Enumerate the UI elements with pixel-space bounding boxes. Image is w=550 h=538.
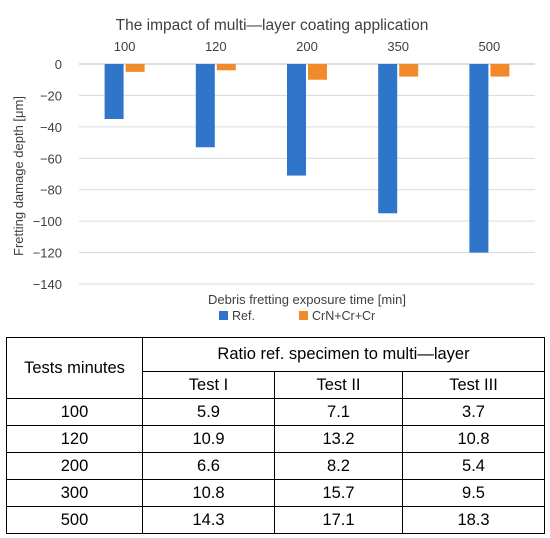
ratio-cell: 8.2	[274, 452, 403, 480]
x-tick-label: 500	[479, 39, 501, 54]
table-row: 200 6.6 8.2 5.4	[6, 452, 546, 480]
table-row: 300 10.8 15.7 9.5	[6, 479, 546, 507]
bar-crn-cr-cr	[216, 64, 236, 71]
x-tick-label: 120	[205, 39, 227, 54]
y-tick-label: −120	[33, 246, 62, 261]
row-header-cell: Tests minutes	[6, 337, 143, 399]
legend-swatch-crn	[299, 311, 308, 320]
y-tick-label: −40	[40, 120, 62, 135]
ratio-table: Tests minutes Ratio ref. specimen to mul…	[6, 337, 546, 534]
column-header-test-1: Test I	[142, 371, 275, 399]
y-tick-label: −60	[40, 151, 62, 166]
bar-crn-cr-cr	[399, 64, 419, 77]
ratio-cell: 9.5	[401, 479, 546, 507]
ratio-cell: 6.6	[142, 452, 275, 480]
y-tick-label: 0	[55, 57, 62, 72]
ratio-cell: 10.9	[142, 425, 275, 453]
x-axis-title: Debris fretting exposure time [min]	[208, 292, 406, 307]
ratio-cell: 10.8	[401, 425, 546, 453]
y-tick-label: −20	[40, 88, 62, 103]
ratio-cell: 3.7	[401, 398, 546, 426]
chart-area: The impact of multi—layer coating applic…	[11, 17, 535, 323]
y-axis-title: Fretting damage depth [μm]	[11, 96, 26, 256]
bar-ref	[195, 64, 215, 148]
ratio-cell: 13.2	[274, 425, 403, 453]
table-row: 120 10.9 13.2 10.8	[6, 425, 546, 453]
minutes-cell: 120	[6, 425, 143, 453]
ratio-cell: 14.3	[142, 506, 275, 534]
ratio-cell: 15.7	[274, 479, 403, 507]
minutes-cell: 300	[6, 479, 143, 507]
minutes-cell: 100	[6, 398, 143, 426]
legend-swatch-ref	[219, 311, 228, 320]
ratio-cell: 5.9	[142, 398, 275, 426]
x-axis-ticks: 100 120 200 350 500	[114, 39, 501, 54]
bar-ref	[104, 64, 124, 119]
group-header-cell: Ratio ref. specimen to multi—layer	[141, 337, 546, 372]
ratio-cell: 18.3	[401, 506, 546, 534]
table-row: 100 5.9 7.1 3.7	[6, 398, 546, 426]
bar-chart: The impact of multi—layer coating applic…	[11, 17, 535, 323]
ratio-cell: 5.4	[401, 452, 546, 480]
bar-ref	[378, 64, 398, 214]
bar-ref	[287, 64, 306, 176]
y-tick-label: −140	[33, 277, 62, 292]
minutes-cell: 200	[6, 452, 143, 480]
bar-ref	[469, 64, 489, 253]
column-header-test-2: Test II	[274, 371, 403, 399]
gridlines	[79, 63, 535, 285]
column-header-test-3: Test III	[401, 371, 546, 399]
legend: Ref. CrN+Cr+Cr	[219, 309, 375, 323]
y-tick-label: −80	[40, 183, 62, 198]
x-tick-label: 200	[296, 39, 318, 54]
ratio-cell: 7.1	[274, 398, 403, 426]
table-row: 500 14.3 17.1 18.3	[6, 506, 546, 534]
x-tick-label: 100	[114, 39, 136, 54]
x-tick-label: 350	[387, 39, 409, 54]
bar-crn-cr-cr	[308, 64, 327, 80]
chart-title: The impact of multi—layer coating applic…	[116, 17, 429, 34]
bar-crn-cr-cr	[125, 64, 145, 72]
minutes-cell: 500	[6, 506, 143, 534]
legend-label-ref: Ref.	[232, 309, 255, 323]
ratio-cell: 10.8	[142, 479, 275, 507]
y-tick-label: −100	[33, 214, 62, 229]
bars	[104, 64, 510, 253]
legend-label-crn: CrN+Cr+Cr	[312, 309, 375, 323]
ratio-cell: 17.1	[274, 506, 403, 534]
bar-crn-cr-cr	[490, 64, 510, 77]
y-axis-ticks: 0 −20 −40 −60 −80 −100 −120 −140	[33, 57, 62, 292]
